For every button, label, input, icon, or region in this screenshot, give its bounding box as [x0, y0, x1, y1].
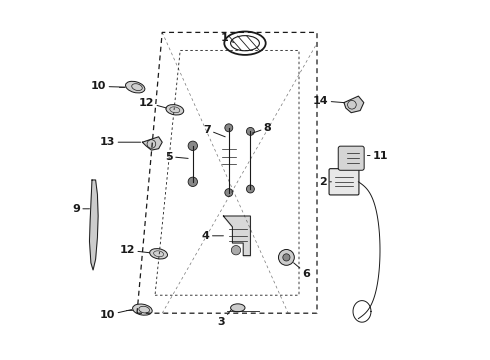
Text: 10: 10	[91, 81, 125, 91]
Ellipse shape	[149, 249, 168, 259]
Text: 6: 6	[294, 263, 311, 279]
Circle shape	[246, 127, 254, 135]
Polygon shape	[143, 137, 162, 150]
Text: 2: 2	[319, 177, 331, 187]
Text: 12: 12	[120, 245, 149, 255]
Circle shape	[225, 189, 233, 197]
Circle shape	[188, 177, 197, 186]
Ellipse shape	[133, 304, 152, 315]
Circle shape	[231, 246, 241, 255]
Circle shape	[278, 249, 294, 265]
Text: 9: 9	[72, 204, 90, 214]
Text: 13: 13	[100, 137, 141, 147]
Ellipse shape	[125, 81, 145, 93]
Text: 4: 4	[202, 231, 223, 241]
Circle shape	[188, 141, 197, 150]
Text: 5: 5	[166, 152, 188, 162]
Ellipse shape	[166, 105, 184, 115]
FancyBboxPatch shape	[338, 146, 364, 170]
Text: 11: 11	[368, 150, 388, 161]
Circle shape	[225, 124, 233, 132]
Polygon shape	[223, 216, 250, 256]
FancyBboxPatch shape	[329, 168, 359, 195]
Circle shape	[246, 185, 254, 193]
Ellipse shape	[231, 304, 245, 312]
Text: 10: 10	[100, 310, 132, 320]
Polygon shape	[344, 96, 364, 113]
Text: 14: 14	[313, 96, 344, 106]
Text: 8: 8	[252, 123, 271, 133]
Text: 12: 12	[139, 98, 167, 108]
Text: 1: 1	[221, 33, 233, 43]
Text: 3: 3	[218, 310, 231, 327]
Circle shape	[283, 254, 290, 261]
Polygon shape	[90, 180, 98, 270]
Text: 7: 7	[203, 125, 225, 137]
